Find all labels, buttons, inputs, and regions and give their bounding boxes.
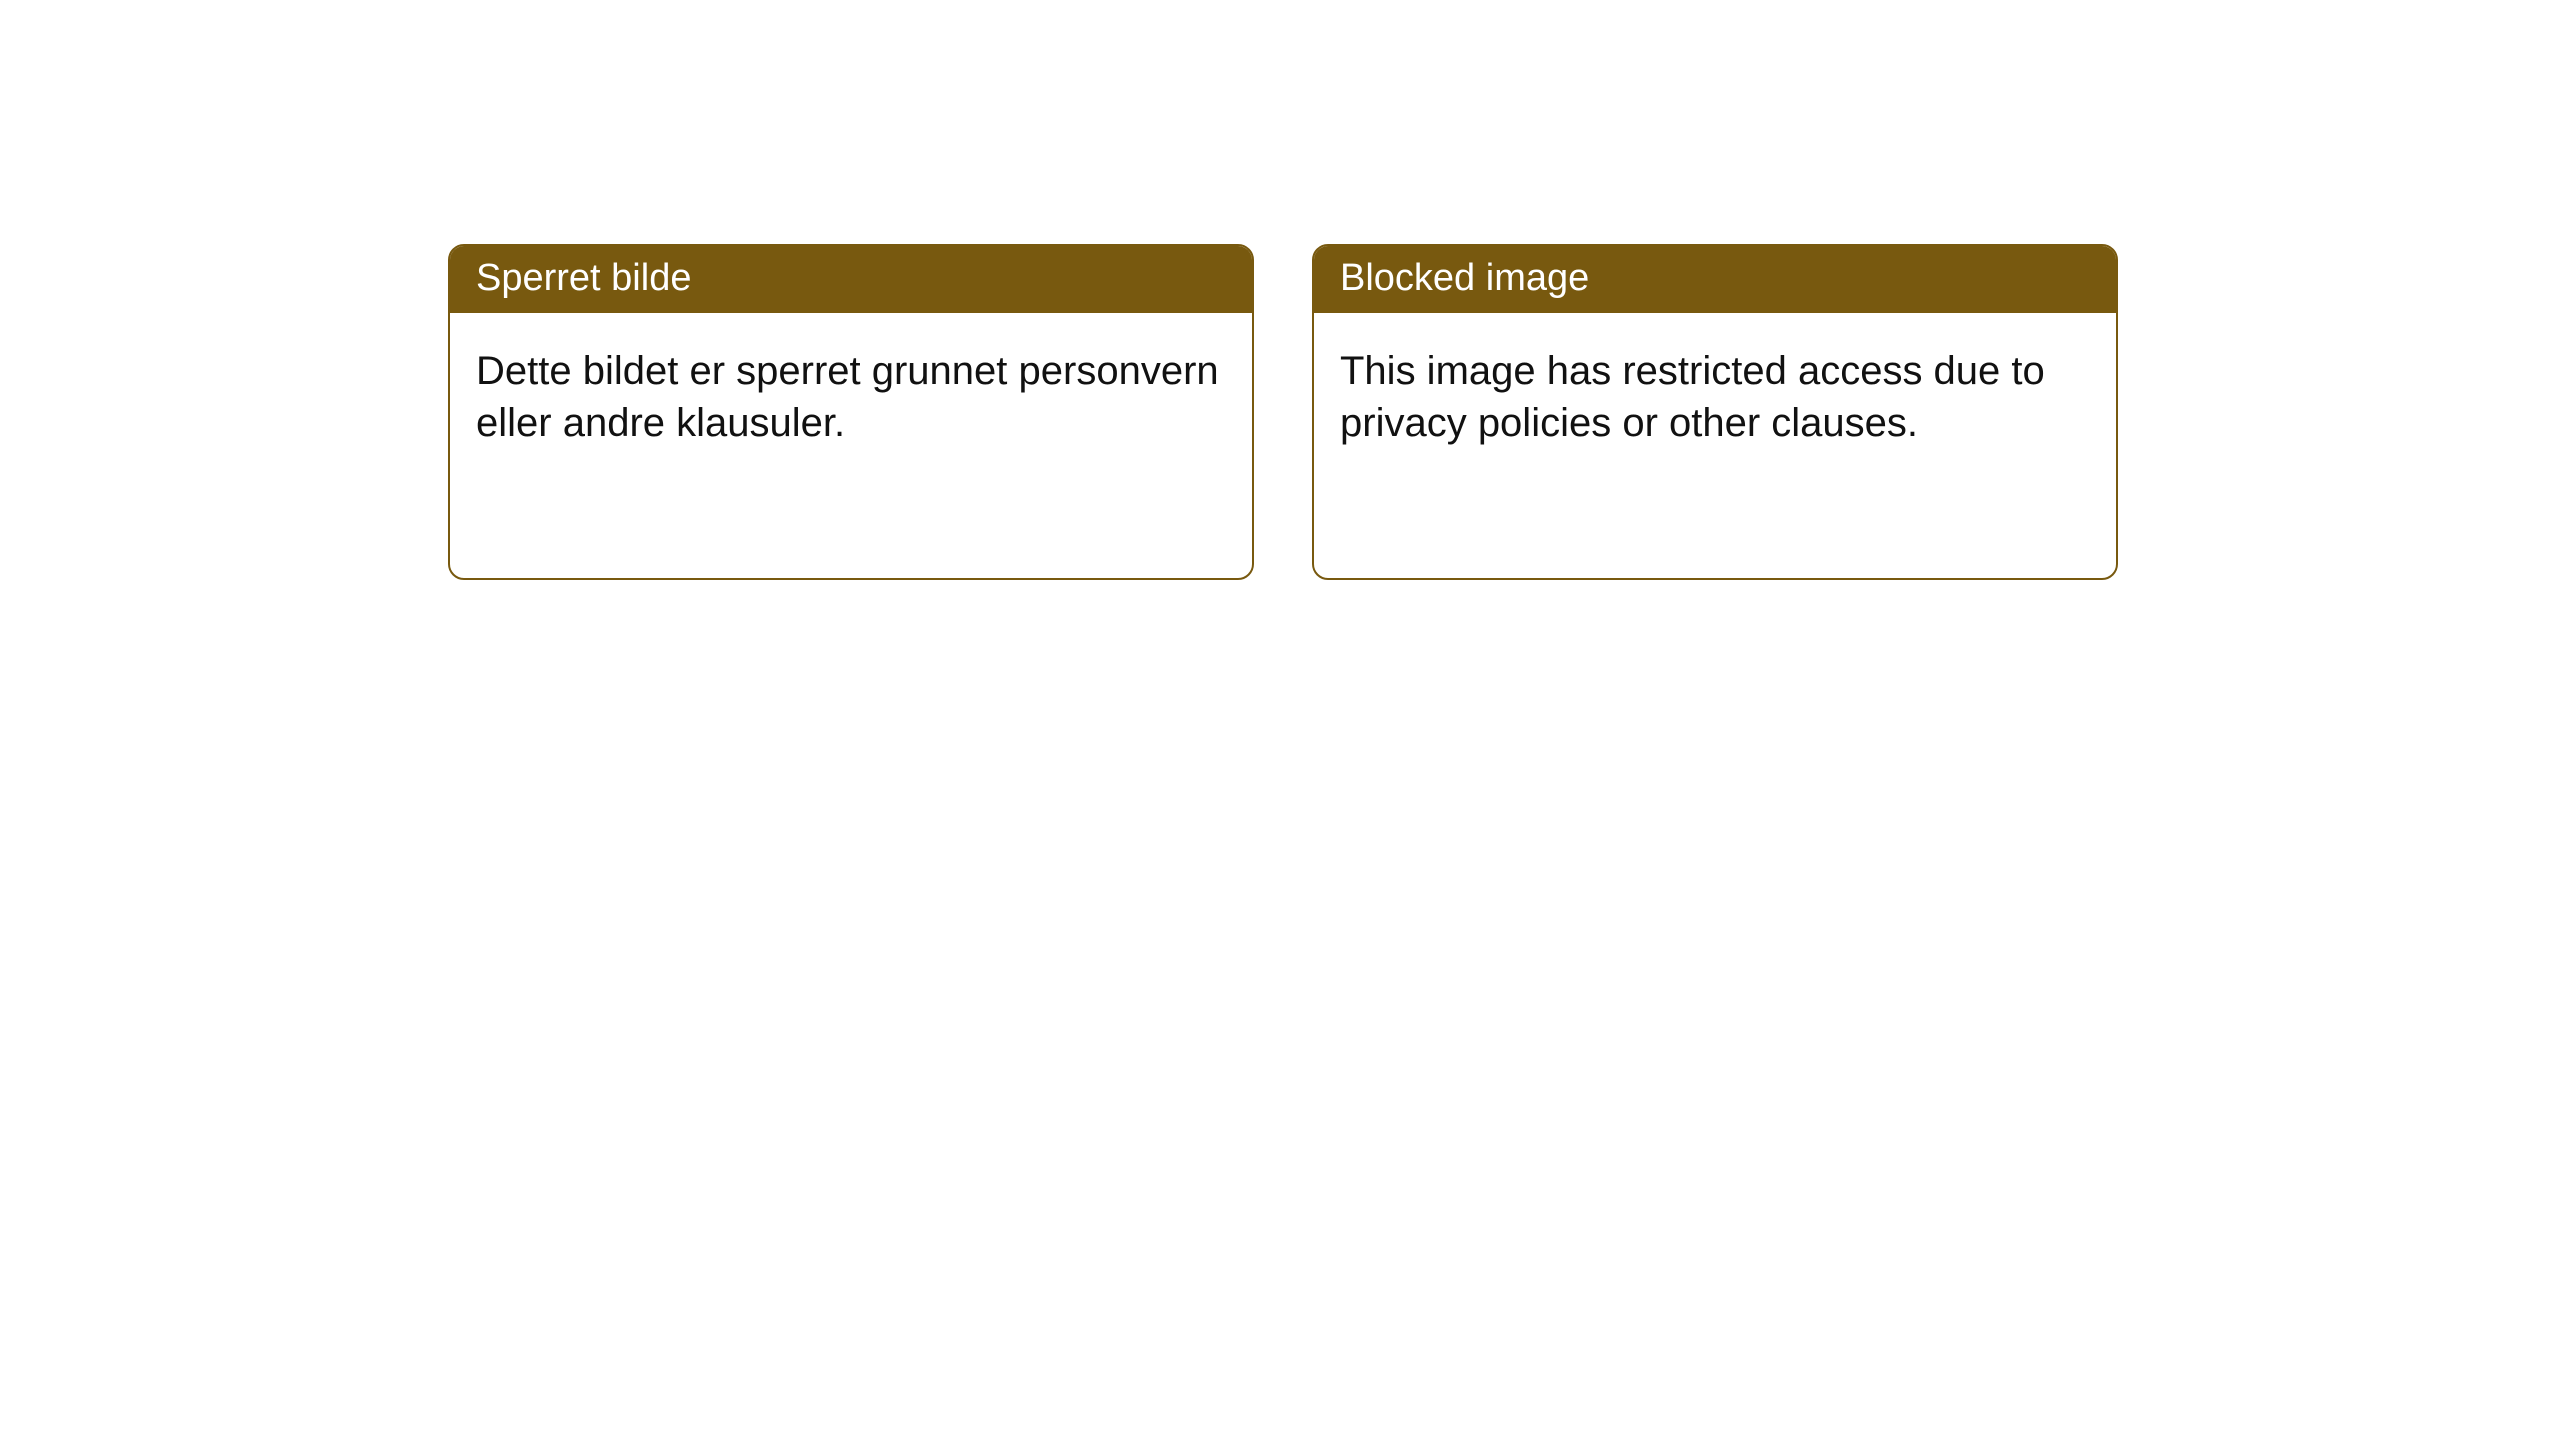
blocked-image-notices: Sperret bilde Dette bildet er sperret gr… — [448, 244, 2118, 580]
panel-header-norwegian: Sperret bilde — [450, 246, 1252, 313]
norwegian-blocked-image-panel: Sperret bilde Dette bildet er sperret gr… — [448, 244, 1254, 580]
panel-body-norwegian: Dette bildet er sperret grunnet personve… — [450, 313, 1252, 481]
panel-header-english: Blocked image — [1314, 246, 2116, 313]
english-blocked-image-panel: Blocked image This image has restricted … — [1312, 244, 2118, 580]
panel-body-english: This image has restricted access due to … — [1314, 313, 2116, 481]
